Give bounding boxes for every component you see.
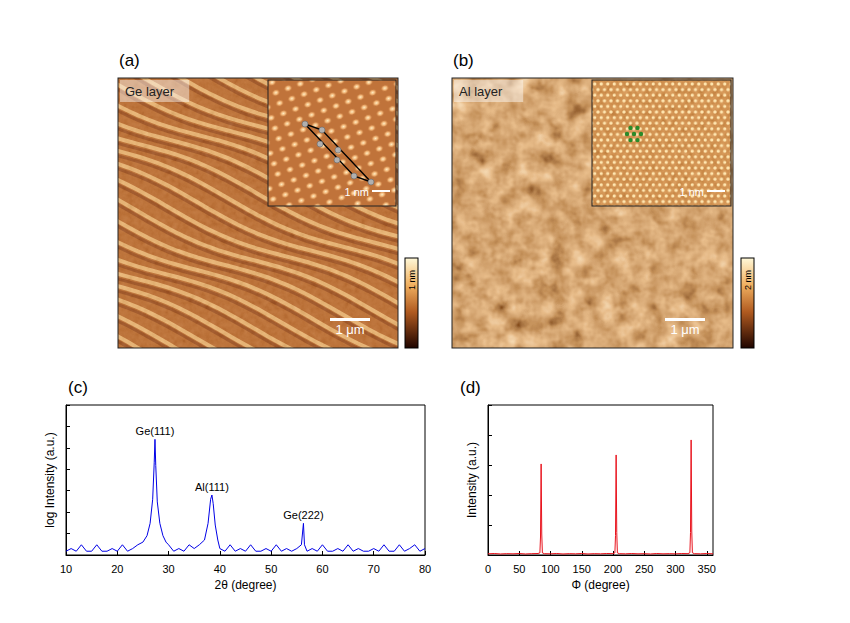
svg-text:1 nm: 1 nm (345, 186, 369, 198)
svg-text:10: 10 (60, 563, 72, 575)
svg-text:1 nm: 1 nm (407, 270, 417, 290)
svg-text:350: 350 (698, 563, 716, 575)
svg-text:2θ (degree): 2θ (degree) (214, 578, 276, 592)
svg-text:Ge(111): Ge(111) (136, 425, 175, 437)
svg-text:20: 20 (111, 563, 123, 575)
svg-text:1 μm: 1 μm (670, 322, 699, 337)
svg-text:100: 100 (541, 563, 559, 575)
svg-text:1 μm: 1 μm (335, 322, 364, 337)
svg-text:Ge(222): Ge(222) (283, 509, 323, 521)
svg-text:(b): (b) (453, 51, 474, 70)
svg-text:50: 50 (265, 563, 277, 575)
svg-text:(d): (d) (460, 378, 481, 397)
svg-text:Intensity (a.u.): Intensity (a.u.) (465, 442, 479, 518)
svg-text:150: 150 (573, 563, 591, 575)
svg-text:30: 30 (162, 563, 174, 575)
svg-text:(a): (a) (119, 51, 140, 70)
svg-text:Al layer: Al layer (459, 84, 503, 99)
svg-text:1 nm: 1 nm (680, 186, 704, 198)
svg-text:Ge layer: Ge layer (125, 84, 175, 99)
svg-text:300: 300 (666, 563, 684, 575)
svg-text:Φ (degree): Φ (degree) (571, 578, 629, 592)
svg-text:(c): (c) (68, 378, 88, 397)
svg-text:log Intensity (a.u.): log Intensity (a.u.) (43, 432, 57, 527)
svg-text:60: 60 (316, 563, 328, 575)
svg-text:0: 0 (485, 563, 491, 575)
svg-text:250: 250 (635, 563, 653, 575)
svg-text:Al(111): Al(111) (195, 481, 229, 493)
svg-text:2 nm: 2 nm (743, 270, 753, 290)
svg-text:50: 50 (513, 563, 525, 575)
svg-text:40: 40 (214, 563, 226, 575)
svg-text:80: 80 (419, 563, 431, 575)
svg-text:200: 200 (604, 563, 622, 575)
svg-text:70: 70 (368, 563, 380, 575)
